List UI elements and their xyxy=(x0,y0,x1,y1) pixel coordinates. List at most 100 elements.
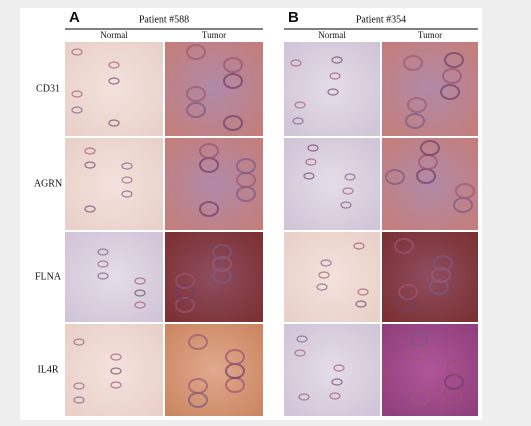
tissue-structure xyxy=(97,248,109,256)
tissue-structure xyxy=(327,88,339,96)
tissue-structure xyxy=(405,113,425,129)
tissue-structure xyxy=(303,172,315,180)
tissue-structure xyxy=(420,140,440,156)
tissue-image xyxy=(165,138,263,230)
tissue-image xyxy=(382,42,478,136)
tissue-structure xyxy=(108,77,120,85)
tissue-structure xyxy=(444,52,464,68)
tissue-structure xyxy=(223,57,243,73)
tissue-structure xyxy=(305,158,317,166)
tissue-structure xyxy=(429,279,449,295)
tissue-structure xyxy=(342,187,354,195)
tissue-image xyxy=(284,138,380,230)
tissue-image xyxy=(382,324,478,416)
tissue-structure xyxy=(71,90,83,98)
tissue-structure xyxy=(134,301,146,309)
tissue-structure xyxy=(440,84,460,100)
tissue-structure xyxy=(108,61,120,69)
row-label: CD31 xyxy=(36,83,60,94)
tissue-structure xyxy=(73,396,85,404)
tissue-structure xyxy=(292,117,304,125)
row-label: AGRN xyxy=(34,178,62,189)
tissue-structure xyxy=(134,289,146,297)
tissue-image xyxy=(165,42,263,136)
tissue-structure xyxy=(134,277,146,285)
panel-letter: A xyxy=(69,9,80,26)
panel-title: Patient #354 xyxy=(356,14,406,25)
tissue-structure xyxy=(316,283,328,291)
tissue-structure xyxy=(121,176,133,184)
tissue-structure xyxy=(84,161,96,169)
tissue-structure xyxy=(294,101,306,109)
tissue-structure xyxy=(84,205,96,213)
column-label: Normal xyxy=(100,30,128,40)
tissue-structure xyxy=(385,169,405,185)
tissue-structure xyxy=(212,268,232,284)
tissue-structure xyxy=(433,255,453,271)
tissue-structure xyxy=(344,173,356,181)
tissue-structure xyxy=(396,296,416,312)
tissue-structure xyxy=(84,147,96,155)
tissue-structure xyxy=(71,48,83,56)
tissue-structure xyxy=(331,378,343,386)
tissue-structure xyxy=(175,297,195,313)
tissue-structure xyxy=(110,367,122,375)
tissue-structure xyxy=(212,244,232,260)
tissue-structure xyxy=(357,288,369,296)
tissue-structure xyxy=(97,260,109,268)
tissue-structure xyxy=(307,144,319,152)
tissue-structure xyxy=(186,86,206,102)
tissue-structure xyxy=(394,238,414,254)
column-label: Tumor xyxy=(418,30,442,40)
tissue-structure xyxy=(353,242,365,250)
tissue-structure xyxy=(121,162,133,170)
tissue-image xyxy=(165,324,263,416)
tissue-image xyxy=(284,232,380,322)
tissue-structure xyxy=(442,68,462,84)
tissue-structure xyxy=(225,349,245,365)
tissue-structure xyxy=(398,284,418,300)
tissue-structure xyxy=(175,273,195,289)
tissue-structure xyxy=(110,381,122,389)
tissue-image xyxy=(65,138,163,230)
tissue-structure xyxy=(294,349,306,357)
tissue-structure xyxy=(121,190,133,198)
tissue-image xyxy=(382,232,478,322)
tissue-structure xyxy=(298,393,310,401)
tissue-structure xyxy=(403,55,423,71)
tissue-structure xyxy=(320,259,332,267)
tissue-structure xyxy=(333,364,345,372)
tissue-structure xyxy=(212,256,232,272)
tissue-structure xyxy=(340,201,352,209)
tissue-structure xyxy=(199,201,219,217)
tissue-structure xyxy=(290,59,302,67)
tissue-structure xyxy=(296,335,308,343)
tissue-structure xyxy=(411,389,431,405)
tissue-structure xyxy=(223,73,243,89)
tissue-structure xyxy=(446,360,466,376)
panel-title: Patient #588 xyxy=(139,14,189,25)
column-label: Normal xyxy=(318,30,346,40)
tissue-image xyxy=(65,232,163,322)
tissue-structure xyxy=(409,331,429,347)
tissue-structure xyxy=(73,382,85,390)
tissue-image xyxy=(284,324,380,416)
tissue-structure xyxy=(329,392,341,400)
tissue-structure xyxy=(223,115,243,131)
tissue-structure xyxy=(329,72,341,80)
tissue-structure xyxy=(355,300,367,308)
tissue-structure xyxy=(186,102,206,118)
tissue-structure xyxy=(186,44,206,60)
tissue-structure xyxy=(318,271,330,279)
tissue-structure xyxy=(199,143,219,159)
tissue-structure xyxy=(407,97,427,113)
tissue-image xyxy=(65,42,163,136)
row-label: FLNA xyxy=(35,271,62,282)
tissue-structure xyxy=(188,334,208,350)
tissue-structure xyxy=(175,285,195,301)
row-label: IL4R xyxy=(37,364,58,375)
tissue-structure xyxy=(97,272,109,280)
tissue-structure xyxy=(455,183,475,199)
tissue-structure xyxy=(73,338,85,346)
tissue-structure xyxy=(431,267,451,283)
